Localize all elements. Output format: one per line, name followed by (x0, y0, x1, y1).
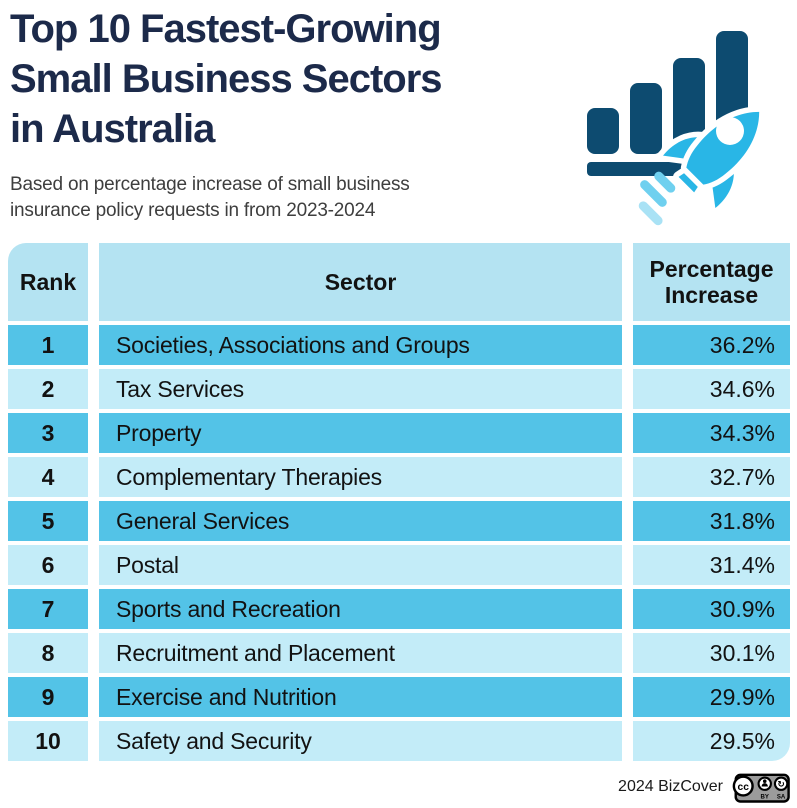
table-row-value: 31.8% (633, 501, 790, 541)
table-row-sector: Postal (99, 545, 622, 585)
title-line-2: Small Business Sectors (10, 57, 443, 101)
table-row-value: 30.9% (633, 589, 790, 629)
cc-by-sa-license-badge: cc BY ↻ SA (732, 773, 790, 803)
svg-text:↻: ↻ (777, 780, 784, 790)
table-row-sector: Sports and Recreation (99, 589, 622, 629)
table-row-value: 30.1% (633, 633, 790, 673)
table-row-sector: Property (99, 413, 622, 453)
table-row-sector: General Services (99, 501, 622, 541)
table-row-rank: 2 (8, 369, 88, 409)
table-row-rank: 5 (8, 501, 88, 541)
footer: 2024 BizCover cc BY ↻ SA (618, 771, 790, 803)
column-header-percentage-increase: Percentage Increase (633, 243, 790, 321)
table-row-rank: 4 (8, 457, 88, 497)
table-row-rank: 6 (8, 545, 88, 585)
growth-chart-rocket-icon (587, 31, 765, 226)
table-row-rank: 3 (8, 413, 88, 453)
table-row-sector: Societies, Associations and Groups (99, 325, 622, 365)
table-row-rank: 9 (8, 677, 88, 717)
title-line-1: Top 10 Fastest-Growing (10, 7, 442, 51)
table-row-rank: 7 (8, 589, 88, 629)
table-row-value: 29.5% (633, 721, 790, 761)
title-line-3: in Australia (10, 107, 215, 151)
cc-logo-icon (732, 775, 754, 797)
table-row-value: 36.2% (633, 325, 790, 365)
table-row-value: 29.9% (633, 677, 790, 717)
table-row-rank: 1 (8, 325, 88, 365)
sectors-table: Rank Sector Percentage Increase 1 Societ… (8, 243, 790, 761)
by-label: BY (761, 794, 769, 801)
subtitle-line-2: insurance policy requests in from 2023-2… (10, 200, 376, 221)
cc-sa-icon: ↻ (773, 776, 789, 791)
sa-label: SA (777, 794, 786, 801)
table-row-value: 34.3% (633, 413, 790, 453)
column-header-rank: Rank (8, 243, 88, 321)
source-credit: 2024 BizCover (618, 778, 723, 795)
table-row-sector: Safety and Security (99, 721, 622, 761)
table-row-sector: Complementary Therapies (99, 457, 622, 497)
table-row-sector: Recruitment and Placement (99, 633, 622, 673)
table-row-rank: 8 (8, 633, 88, 673)
column-header-sector: Sector (99, 243, 622, 321)
table-row-value: 34.6% (633, 369, 790, 409)
cc-logo-text: cc (738, 782, 750, 793)
rocket-exhaust-icon (638, 171, 676, 226)
rocket-window-icon (716, 117, 744, 145)
table-row-value: 31.4% (633, 545, 790, 585)
table-row-sector: Exercise and Nutrition (99, 677, 622, 717)
table-row-sector: Tax Services (99, 369, 622, 409)
table-row-rank: 10 (8, 721, 88, 761)
table-row-value: 32.7% (633, 457, 790, 497)
subtitle-line-1: Based on percentage increase of small bu… (10, 174, 410, 195)
page-title: Top 10 Fastest-Growing Small Business Se… (10, 4, 443, 154)
page-subtitle: Based on percentage increase of small bu… (10, 172, 410, 224)
cc-by-icon (757, 776, 772, 791)
